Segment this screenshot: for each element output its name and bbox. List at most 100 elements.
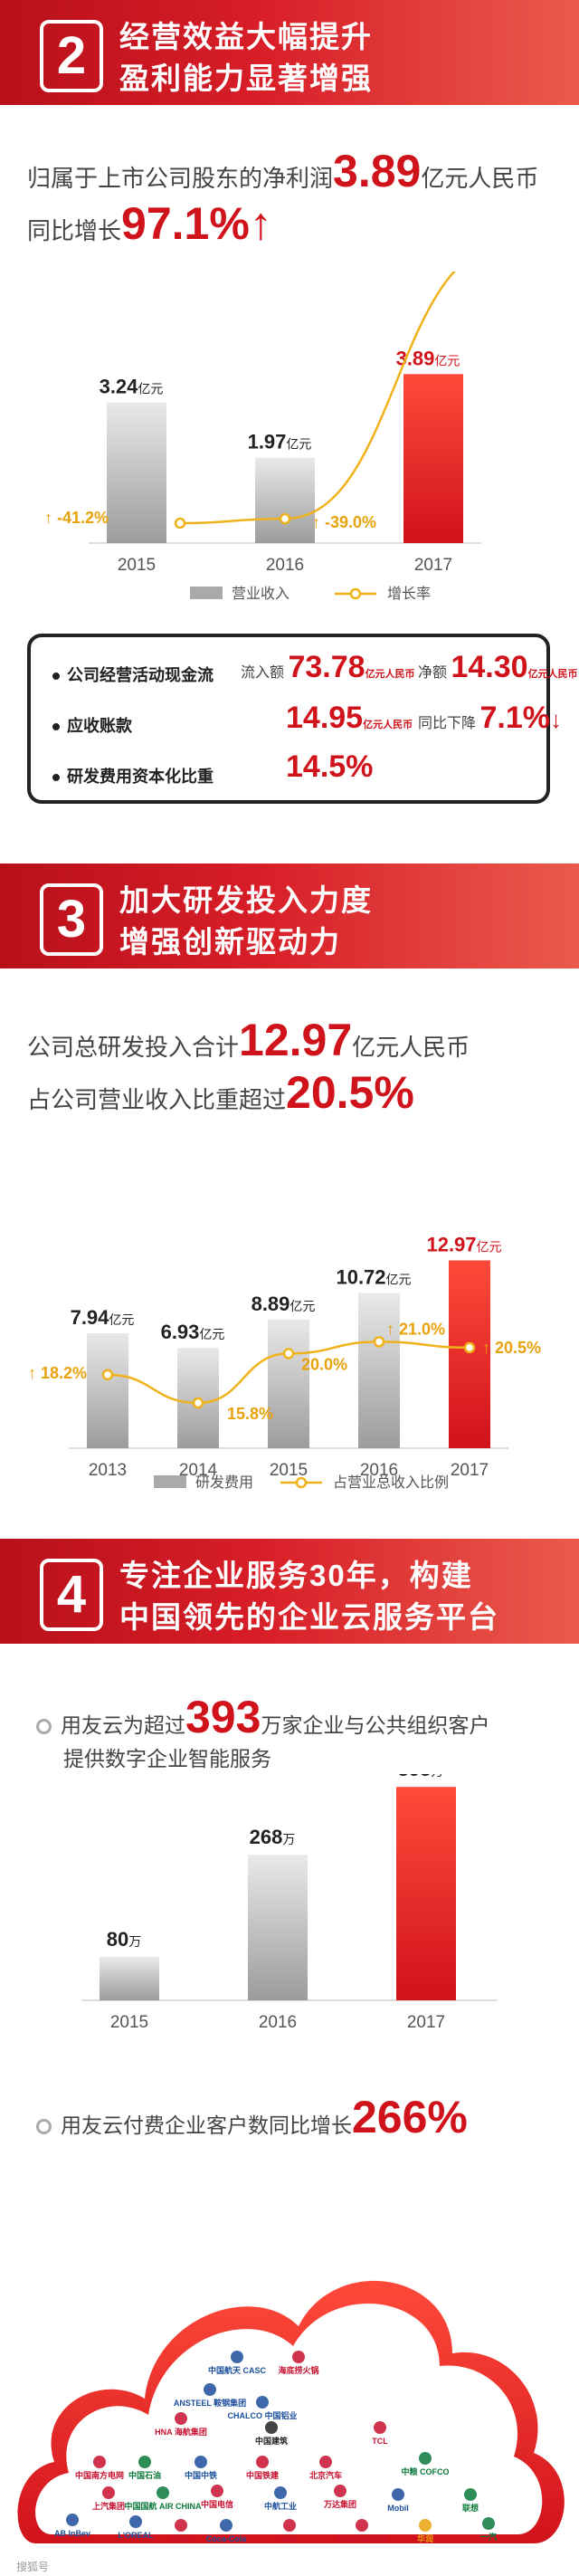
client-logo: 一汽 <box>480 2532 497 2542</box>
client-logo-icon <box>265 2421 278 2434</box>
legend-line-label: 增长率 <box>387 586 431 602</box>
legend-bar-swatch <box>154 1475 186 1488</box>
bar-value-label: 7.94亿元 <box>71 1306 135 1329</box>
growth-line <box>179 272 457 525</box>
client-logo: 中国中铁 <box>185 2470 217 2480</box>
growth-point <box>279 512 291 525</box>
client-logo-icon <box>319 2456 332 2468</box>
x-tick-label: 2017 <box>407 2013 445 2032</box>
client-logo-icon <box>374 2421 386 2434</box>
paid-growth-value: 266% <box>352 2092 468 2142</box>
growth-point <box>192 1397 204 1409</box>
bar <box>87 1332 128 1448</box>
client-logo-icon <box>175 2519 187 2532</box>
client-logo: HNA 海航集团 <box>155 2427 207 2437</box>
net-profit-line: 归属于上市公司股东的净利润3.89亿元人民币 <box>27 146 539 196</box>
bar <box>248 1855 308 2000</box>
client-logo-icon <box>419 2519 432 2532</box>
growth-point <box>373 1336 385 1348</box>
client-logo-icon <box>195 2456 207 2468</box>
x-tick-label: 2015 <box>110 2013 148 2032</box>
x-tick-label: 2013 <box>89 1461 127 1480</box>
bar-value-label: 8.89亿元 <box>252 1293 316 1315</box>
bullet-icon <box>52 723 60 731</box>
x-tick-label: 2014 <box>179 1461 218 1480</box>
client-logo: L'OREAL <box>118 2531 154 2540</box>
client-logo-icon <box>211 2485 223 2497</box>
growth-label: ↑ 21.0% <box>386 1320 445 1338</box>
bar <box>449 1260 490 1448</box>
x-tick-label: 2016 <box>259 2013 297 2032</box>
client-logo: DHL <box>281 2534 299 2543</box>
bar-value-label: 393万 <box>398 1774 444 1780</box>
client-logo: ANSTEEL 鞍钢集团 <box>174 2398 246 2408</box>
growth-label: ↑ -41.2% <box>44 509 109 527</box>
client-logo: STARBUCKS <box>337 2534 387 2543</box>
growth-label: ↑ 20.5% <box>482 1339 541 1357</box>
client-logo: TCL <box>372 2437 388 2446</box>
client-logo-icon <box>129 2515 142 2528</box>
down-arrow-icon: ↓ <box>549 706 562 733</box>
section-number: 2 <box>40 20 103 92</box>
customers-chart: 80万 2015 268万 2016 393万 2017 <box>81 1774 498 2032</box>
financial-summary-box: 公司经营活动现金流 流入额 73.78亿元人民币 净额 14.30亿元人民币 应… <box>27 634 578 804</box>
client-logo-icon <box>66 2514 79 2526</box>
bar <box>358 1293 400 1448</box>
bar <box>268 1319 309 1448</box>
client-logo-icon <box>175 2412 187 2425</box>
receivables-value: 14.95亿元人民币 <box>286 701 413 735</box>
x-tick-label: 2016 <box>266 556 304 575</box>
rd-capitalization-label: 研发费用资本化比重 <box>52 764 214 787</box>
circle-bullet-icon <box>36 2119 52 2135</box>
client-logo-icon <box>157 2486 169 2499</box>
client-logo: P&G <box>172 2534 190 2543</box>
client-logo-icon <box>102 2486 115 2499</box>
x-tick-label: 2015 <box>118 556 156 575</box>
client-logo: AB InBev <box>54 2529 90 2538</box>
growth-label: ↑ -39.0% <box>312 513 376 531</box>
bar <box>107 402 166 543</box>
cashflow-label: 公司经营活动现金流 <box>52 663 214 686</box>
section-2-header: 2 经营效益大幅提升 盈利能力显著增强 <box>0 0 579 105</box>
bar-value-label: 3.24亿元 <box>100 375 164 397</box>
bar <box>396 1787 456 2000</box>
client-logo: 中国建筑 <box>255 2436 288 2446</box>
client-logo-icon <box>274 2486 287 2499</box>
client-logo-icon <box>283 2519 296 2532</box>
legend-bar-label: 营业收入 <box>232 586 290 602</box>
rd-total-line: 公司总研发投入合计12.97亿元人民币 <box>27 1015 470 1065</box>
section-title-line2: 增强创新驱动力 <box>119 925 341 959</box>
growth-point <box>101 1369 114 1381</box>
rd-ratio-value: 20.5% <box>286 1067 414 1118</box>
client-logo: 中国电信 <box>201 2499 233 2509</box>
client-logo-icon <box>482 2517 495 2530</box>
receivables-change: 同比下降 7.1%↓ <box>418 701 562 735</box>
client-logo-icon <box>256 2456 269 2468</box>
growth-point <box>174 517 186 530</box>
growth-label: ↑ 18.2% <box>28 1364 87 1382</box>
up-arrow-icon: ↑ <box>249 198 272 249</box>
legend-line-marker <box>349 587 362 600</box>
bar-value-label: 80万 <box>107 1928 141 1951</box>
bar <box>255 457 315 543</box>
section-title-line1: 经营效益大幅提升 <box>119 20 373 53</box>
x-tick-label: 2017 <box>414 556 452 575</box>
client-logo: Coca-Cola <box>206 2534 248 2543</box>
receivables-label: 应收账款 <box>52 713 132 737</box>
section-title-line1: 加大研发投入力度 <box>119 883 373 917</box>
legend-line-marker <box>295 1476 308 1489</box>
cloud-customers-line: 用友云为超过393万家企业与公共组织客户 <box>36 1691 489 1743</box>
client-logo: 上汽集团 <box>92 2501 125 2511</box>
client-logo: 万达集团 <box>323 2499 356 2509</box>
client-logo-icon <box>256 2396 269 2409</box>
rd-total-value: 12.97 <box>239 1015 353 1065</box>
rd-ratio-line: 占公司营业收入比重超过20.5% <box>27 1067 414 1118</box>
paid-growth-line: 用友云付费企业客户数同比增长266% <box>36 2091 468 2143</box>
client-logo: 联想 <box>462 2503 479 2513</box>
bar-value-label: 12.97亿元 <box>426 1233 501 1255</box>
bar-value-label: 268万 <box>250 1826 296 1848</box>
client-logo-icon <box>204 2383 216 2396</box>
client-logo-icon <box>220 2519 233 2532</box>
x-tick-label: 2016 <box>360 1461 398 1480</box>
